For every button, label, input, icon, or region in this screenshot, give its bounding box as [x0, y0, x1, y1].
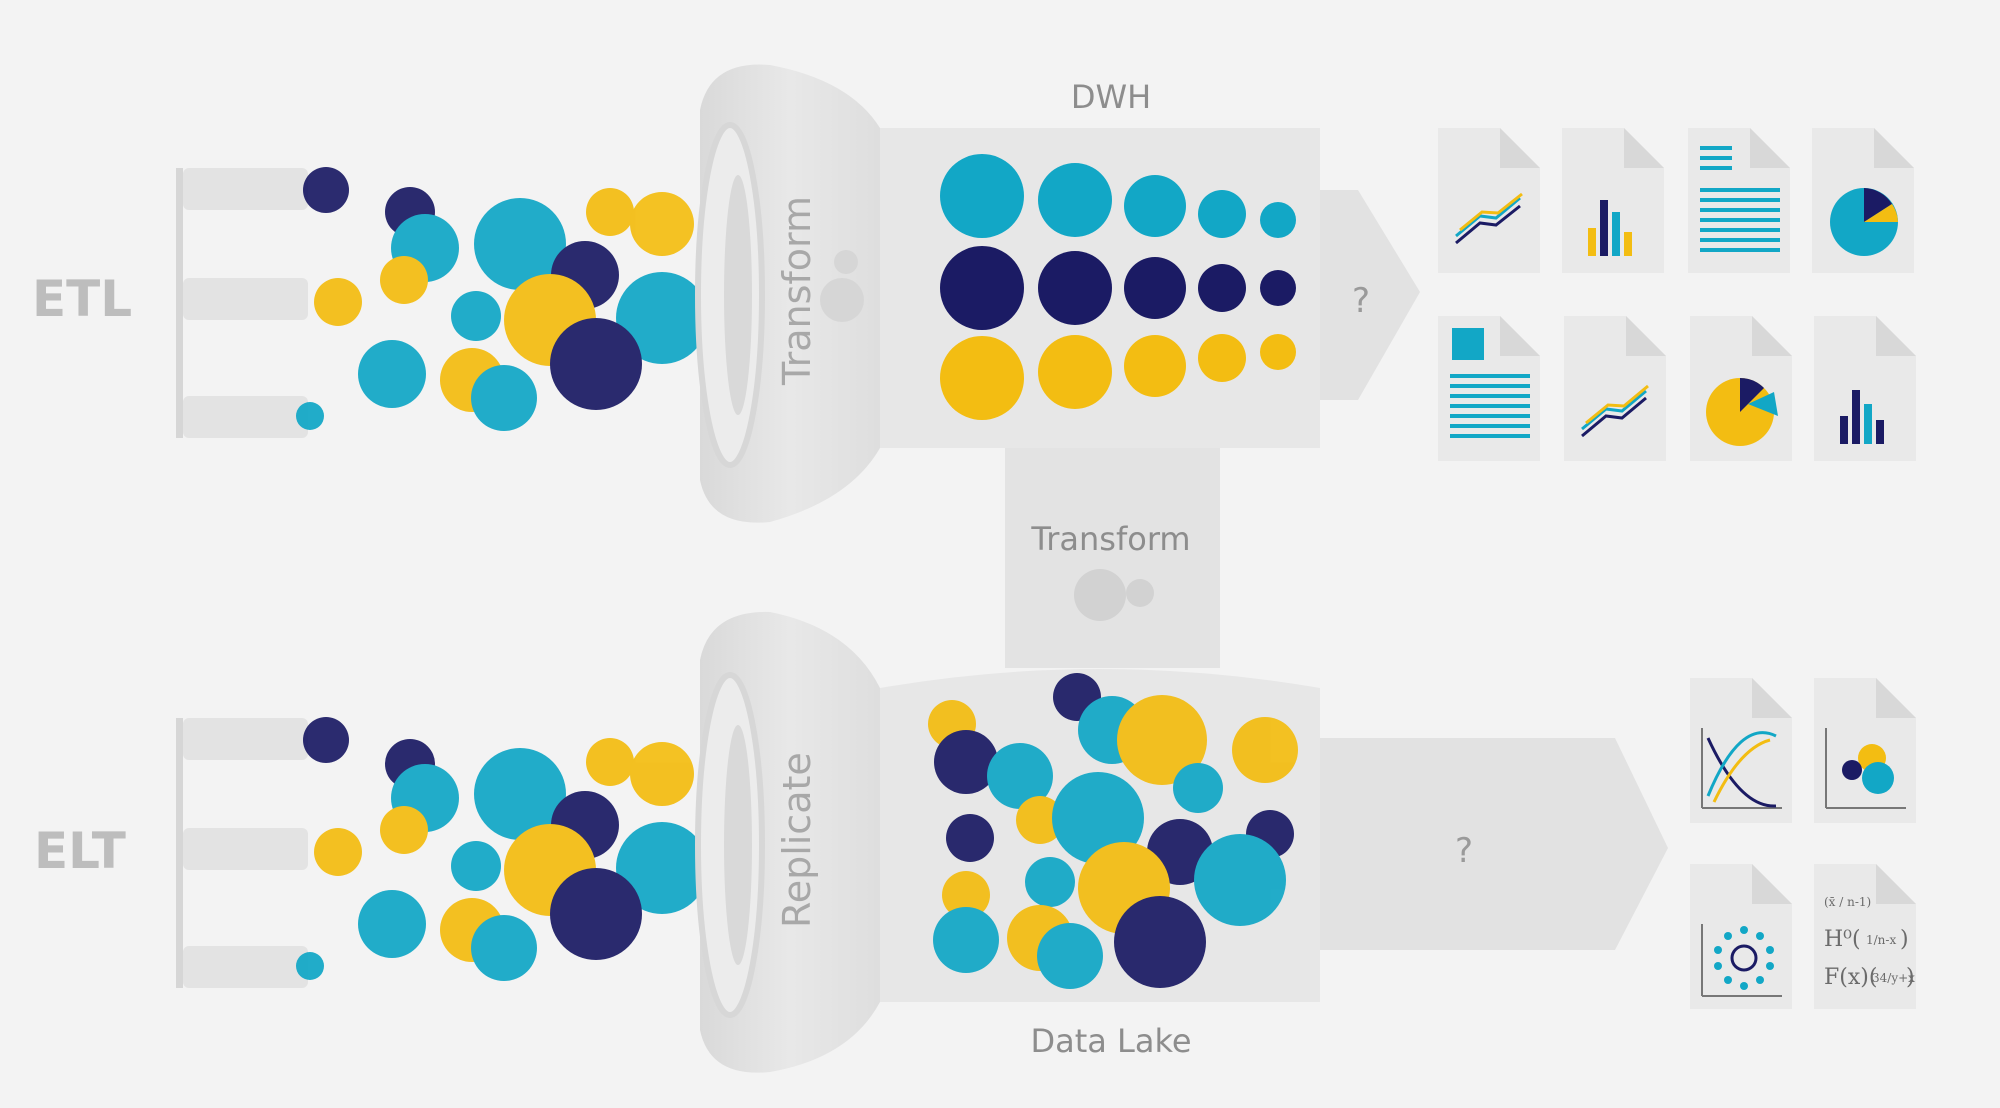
etl-data-particles [296, 167, 762, 431]
dwh-organized-particles [940, 154, 1296, 420]
etl-output-documents [1438, 128, 1916, 461]
curve-chart-icon [1690, 678, 1792, 823]
replicate-funnel: Replicate [695, 611, 880, 1073]
formula-line-3-close: ) [1906, 965, 1915, 990]
question-top: ? [1352, 281, 1370, 321]
formula-line-3-fraction: 34/y+x [1872, 971, 1915, 985]
text-document-icon [1688, 128, 1790, 273]
gear-icon [820, 250, 864, 322]
elt-output-documents: (x̄ / n-1) H⁰( 1/n-x ) F(x)( 34/y+x ) [1690, 678, 1916, 1009]
dwh-label: DWH [1071, 78, 1151, 116]
elt-data-particles [296, 717, 762, 981]
scatter-chart-icon [1814, 678, 1916, 823]
data-lake-particles [928, 673, 1298, 989]
formula-line-2-fraction: 1/n-x [1866, 933, 1896, 947]
line-chart-icon [1564, 316, 1666, 461]
dwh-output-hopper [1320, 190, 1420, 400]
transform-bridge-label: Transform [1030, 520, 1190, 558]
formula-document-icon: (x̄ / n-1) H⁰( 1/n-x ) F(x)( 34/y+x ) [1814, 864, 1916, 1009]
formula-line-2: H⁰( [1824, 927, 1861, 952]
etl-source-pipes [176, 168, 308, 438]
formula-line-2-close: ) [1900, 927, 1909, 952]
etl-label: ETL [32, 270, 132, 328]
data-lake-label: Data Lake [1030, 1022, 1191, 1060]
line-chart-icon [1438, 128, 1540, 273]
radial-chart-icon [1690, 864, 1792, 1009]
transform-bridge [1005, 448, 1220, 668]
transform-funnel-label: Transform [775, 196, 819, 386]
replicate-funnel-label: Replicate [775, 752, 819, 928]
question-bottom: ? [1455, 831, 1473, 871]
gear-icon [1074, 569, 1154, 621]
pie-chart-icon [1812, 128, 1914, 273]
lake-output-hopper [1320, 738, 1668, 950]
transform-funnel: Transform [695, 64, 880, 523]
pie-chart-icon [1690, 316, 1792, 461]
bar-chart-icon [1814, 316, 1916, 461]
elt-source-pipes [176, 718, 308, 988]
formula-line-3: F(x)( [1824, 965, 1877, 990]
text-image-document-icon [1438, 316, 1540, 461]
bar-chart-icon [1562, 128, 1664, 273]
elt-label: ELT [34, 822, 126, 880]
formula-line-1: (x̄ / n-1) [1824, 895, 1871, 909]
